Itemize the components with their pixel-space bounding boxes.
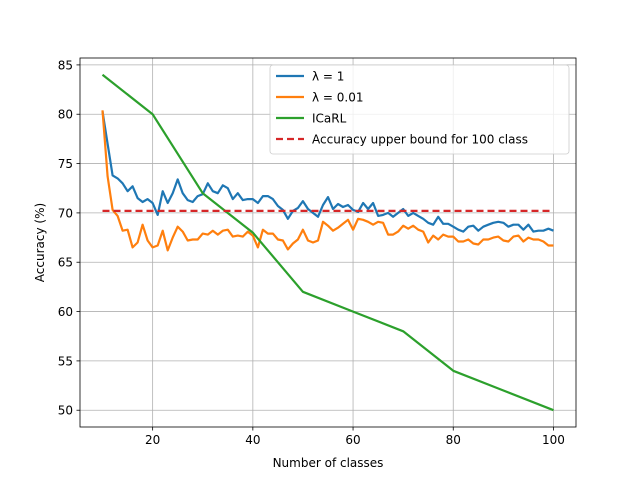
x-tick-label: 60 <box>345 433 360 447</box>
legend: λ = 1 λ = 0.01 ICaRL Accuracy upper bound f… <box>269 64 570 155</box>
y-tick-label: 55 <box>58 354 73 368</box>
y-tick-label: 50 <box>58 404 73 418</box>
legend-label-2: ICaRL <box>312 112 347 126</box>
x-tick-label: 40 <box>245 433 260 447</box>
y-tick-label: 65 <box>58 256 73 270</box>
legend-box <box>269 64 570 155</box>
y-axis-label: Accuracy (%) <box>33 203 47 282</box>
y-tick-label: 80 <box>58 108 73 122</box>
series-lines <box>101 73 554 412</box>
plot-frame <box>79 57 577 428</box>
y-tick-label: 60 <box>58 305 73 319</box>
x-tick-label: 20 <box>145 433 160 447</box>
legend-label-3: Accuracy upper bound for 100 class <box>312 133 528 147</box>
y-tick-label: 85 <box>58 58 73 72</box>
series-line-1 <box>101 110 554 252</box>
x-tick-label: 80 <box>446 433 461 447</box>
y-tick-label: 75 <box>58 157 73 171</box>
series-line-2 <box>101 73 554 412</box>
x-axis-label: Number of classes <box>273 456 384 470</box>
legend-label-1: λ = 0.01 <box>312 91 364 105</box>
y-tick-label: 70 <box>58 206 73 220</box>
x-tick-label: 100 <box>542 433 565 447</box>
legend-label-0: λ = 1 <box>312 70 344 84</box>
series-line-0 <box>101 111 554 233</box>
axis-ticks: 20 40 60 80 100 50 55 60 65 70 75 80 85 <box>58 58 565 447</box>
